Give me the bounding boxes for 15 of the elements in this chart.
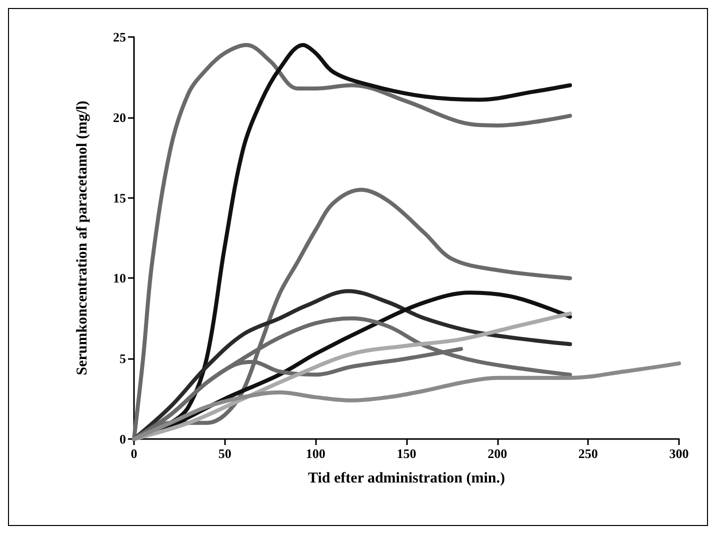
x-tick-label: 300: [669, 446, 689, 461]
y-tick-label: 25: [113, 30, 126, 44]
x-tick-label: 50: [218, 446, 232, 461]
y-tick-label: 20: [113, 110, 126, 125]
x-tick-label: 0: [130, 446, 138, 461]
y-tick-label: 0: [120, 432, 126, 446]
y-tick-label: 15: [113, 190, 126, 206]
y-tick-label: 5: [120, 351, 126, 366]
x-tick-label: 250: [578, 446, 598, 461]
x-tick-label: 150: [396, 446, 416, 461]
y-axis-title: Serumkoncentration af paracetamol (mg/l): [74, 100, 90, 376]
x-tick-label: 200: [488, 446, 508, 461]
x-tick-label: 100: [306, 446, 326, 461]
y-tick-label: 10: [113, 270, 126, 286]
x-axis-title: Tid efter administration (min.): [308, 470, 505, 486]
